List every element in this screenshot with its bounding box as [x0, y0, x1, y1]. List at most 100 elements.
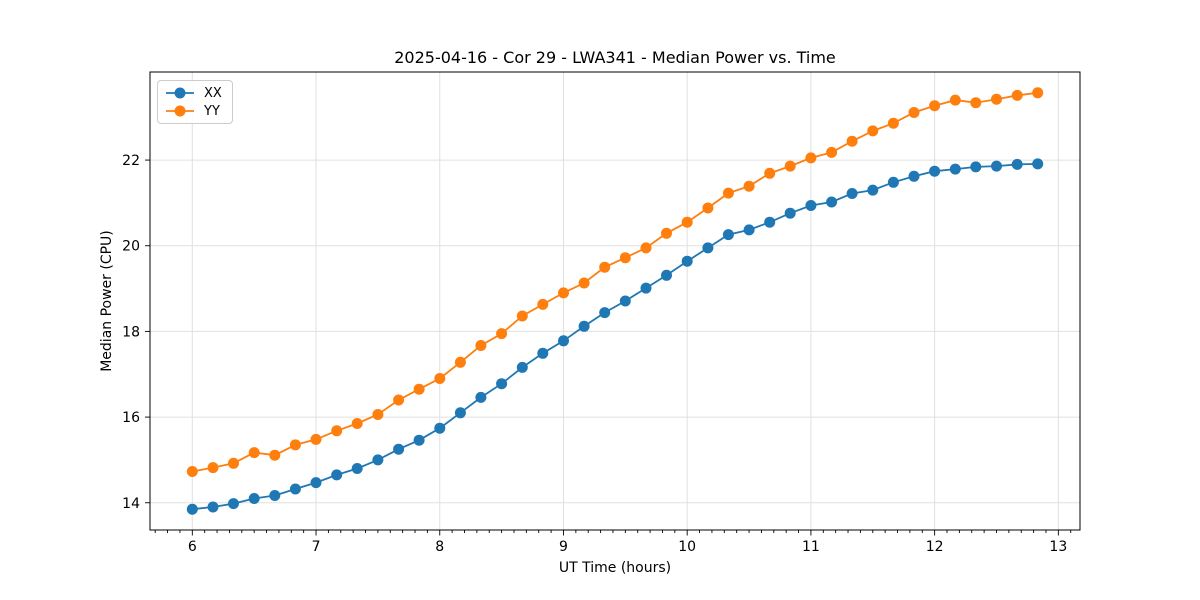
x-tick-label: 8: [435, 539, 444, 555]
data-point: [228, 498, 239, 510]
data-point: [846, 188, 858, 199]
data-point: [413, 383, 425, 395]
data-point: [661, 269, 672, 281]
data-point: [413, 434, 425, 446]
y-tick-label: 14: [122, 496, 140, 512]
data-point: [269, 449, 281, 461]
y-tick-label: 18: [122, 324, 140, 340]
data-point: [578, 320, 590, 332]
tick-marks: [145, 159, 1072, 536]
y-axis-label: Median Power (CPU): [99, 230, 115, 372]
data-point: [454, 356, 466, 368]
data-point: [826, 196, 838, 208]
gridlines: [150, 72, 1080, 530]
data-point: [949, 163, 961, 175]
series-yy-line: [192, 91, 1038, 473]
data-point: [475, 391, 487, 403]
data-point: [599, 307, 611, 319]
y-tick-label: 16: [122, 410, 140, 426]
data-point: [351, 463, 363, 474]
data-point: [558, 287, 569, 299]
data-point: [578, 277, 590, 289]
x-tick-label: 12: [926, 539, 944, 555]
data-point: [681, 255, 693, 267]
legend-line-yy-icon: [166, 105, 194, 117]
data-point: [599, 261, 611, 273]
data-point: [207, 501, 219, 513]
data-point: [207, 462, 219, 474]
y-tick-label: 20: [122, 239, 140, 255]
legend: XX YY: [157, 80, 233, 124]
data-point: [743, 224, 755, 236]
data-point: [722, 229, 734, 241]
data-point: [248, 447, 260, 459]
data-point: [372, 454, 384, 466]
series-xx-markers: [186, 158, 1044, 515]
data-point: [991, 160, 1002, 172]
data-point: [186, 503, 198, 515]
x-tick-label: 10: [678, 539, 696, 555]
data-point: [331, 425, 343, 437]
data-point: [702, 202, 714, 214]
data-point: [1011, 89, 1023, 101]
data-point: [887, 176, 899, 188]
data-point: [908, 170, 920, 182]
data-point: [887, 117, 899, 129]
legend-label-yy: YY: [204, 103, 220, 119]
data-point: [248, 493, 260, 504]
data-point: [537, 298, 549, 310]
x-tick-label: 6: [188, 539, 197, 555]
series-xx-line: [192, 163, 1038, 511]
data-point: [805, 200, 817, 211]
data-point: [949, 94, 961, 106]
data-point: [516, 361, 528, 373]
data-point: [289, 483, 301, 495]
data-point: [496, 378, 508, 390]
data-point: [393, 443, 405, 455]
data-point: [454, 407, 466, 419]
x-tick-label: 7: [312, 539, 321, 555]
data-point: [743, 180, 755, 192]
chart-title: 2025-04-16 - Cor 29 - LWA341 - Median Po…: [394, 48, 836, 67]
data-point: [310, 477, 322, 489]
data-point: [558, 335, 569, 347]
data-point: [970, 161, 982, 173]
data-point: [929, 100, 941, 112]
y-tick-label: 22: [122, 153, 140, 169]
data-point: [434, 422, 446, 434]
series-yy-markers: [186, 87, 1044, 477]
data-point: [619, 252, 631, 264]
x-tick-label: 11: [802, 539, 820, 555]
data-point: [681, 216, 693, 228]
data-point: [867, 184, 879, 196]
data-point: [908, 107, 920, 118]
data-point: [929, 165, 941, 177]
x-tick-label: 13: [1049, 539, 1067, 555]
data-point: [310, 433, 322, 445]
data-point: [537, 347, 549, 359]
tick-labels: 6 7 8 9 10 11 12 13 14 16 18 20 22: [122, 153, 1067, 555]
data-point: [846, 135, 858, 147]
data-point: [516, 310, 528, 322]
data-point: [970, 97, 982, 109]
data-point: [784, 207, 796, 219]
data-point: [764, 216, 776, 228]
data-point: [289, 439, 301, 451]
data-point: [1011, 158, 1023, 170]
data-point: [269, 490, 281, 501]
data-point: [702, 242, 714, 254]
data-point: [475, 340, 487, 351]
data-point: [619, 295, 631, 307]
data-point: [764, 167, 776, 179]
x-tick-label: 9: [559, 539, 568, 555]
data-point: [496, 328, 508, 340]
data-point: [1032, 87, 1044, 99]
data-point: [1032, 158, 1044, 170]
data-point: [722, 187, 734, 199]
data-point: [393, 394, 405, 406]
data-point: [351, 418, 363, 429]
data-point: [331, 469, 343, 481]
data-point: [867, 125, 879, 137]
data-point: [991, 93, 1002, 105]
